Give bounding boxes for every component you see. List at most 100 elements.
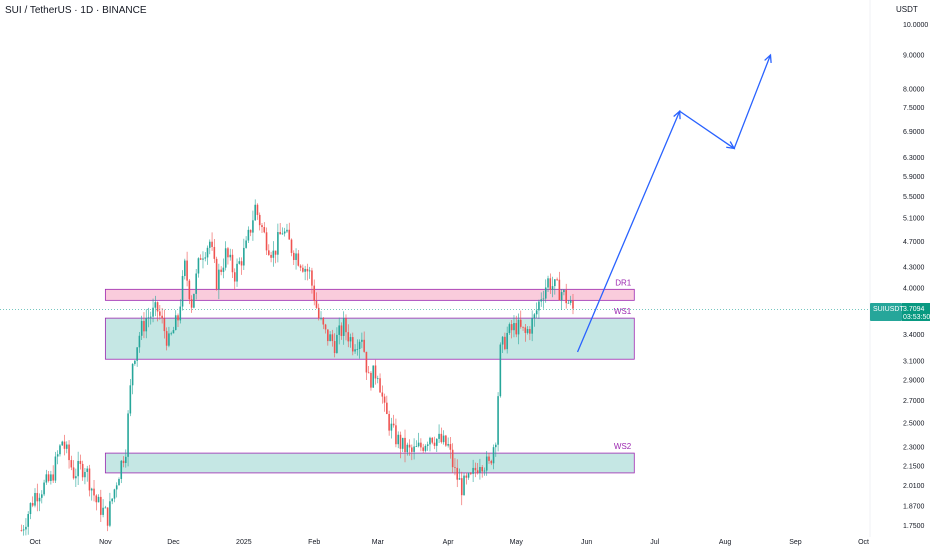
projection-path	[576, 54, 772, 353]
candle-body	[345, 318, 347, 333]
candle-body	[54, 456, 57, 481]
x-tick-label: Mar	[372, 539, 385, 546]
candle-body	[472, 467, 474, 474]
price-axis[interactable]: 10.0000 9.0000 8.0000 7.5000 6.9000 6.3000 5.9…	[903, 22, 928, 530]
candle-body	[227, 248, 229, 258]
candle-body	[476, 470, 479, 473]
zone-ws1	[104, 317, 635, 360]
candle-body	[565, 290, 567, 304]
candle-body	[327, 329, 329, 342]
candle-body	[422, 447, 424, 451]
candle-body	[52, 474, 54, 481]
candle-body	[329, 334, 331, 342]
candle-body	[84, 471, 86, 478]
projection-layer	[576, 53, 772, 353]
candle-body	[143, 321, 145, 332]
candle-body	[417, 442, 420, 447]
candle-body	[445, 435, 447, 446]
candle-body	[127, 413, 129, 457]
y-tick-label: 5.9000	[903, 174, 925, 181]
candle-body	[75, 476, 77, 479]
candle-body	[131, 363, 134, 386]
candle-body	[465, 475, 468, 478]
candle-body	[136, 347, 138, 361]
candle-body	[286, 229, 288, 232]
candle-body	[140, 321, 143, 336]
y-tick-label: 5.1000	[903, 216, 925, 223]
candle-body	[458, 478, 461, 480]
candle-body	[347, 332, 350, 342]
candle-body	[50, 474, 52, 481]
projection-arrowhead	[673, 109, 681, 120]
candle-body	[174, 315, 177, 331]
candle-body	[186, 260, 188, 281]
candle-body	[29, 503, 32, 515]
symbol-title: SUI / TetherUS · 1D · BINANCE	[5, 5, 147, 16]
y-tick-label: 5.5000	[903, 194, 925, 201]
candle-body	[542, 298, 545, 300]
y-tick-label: 8.0000	[903, 86, 925, 93]
candle-body	[204, 257, 207, 259]
candle-body	[411, 447, 413, 452]
candle-body	[340, 325, 343, 336]
candle-body	[238, 261, 241, 264]
candle-body	[290, 239, 293, 253]
candle-body	[104, 507, 107, 509]
candle-body	[145, 318, 148, 332]
candle-body	[56, 454, 59, 457]
candle-body	[68, 444, 70, 461]
candle-body	[338, 325, 340, 335]
candle-body	[454, 467, 456, 468]
candle-body	[188, 280, 191, 300]
candle-body	[361, 339, 363, 342]
candle-body	[134, 360, 136, 364]
candle-body	[256, 204, 259, 215]
candle-body	[36, 492, 39, 502]
candle-body	[420, 442, 422, 448]
candle-body	[63, 441, 66, 449]
y-tick-label: 1.7500	[903, 523, 925, 530]
candle-body	[181, 276, 184, 307]
candle-body	[431, 437, 434, 443]
x-tick-label: 2025	[236, 539, 252, 546]
candle-body	[463, 475, 465, 496]
candle-body	[258, 214, 261, 226]
candle-body	[190, 299, 193, 308]
candle-body	[526, 329, 529, 333]
candle-body	[90, 488, 93, 491]
candle-body	[433, 442, 436, 446]
projection-arrowhead	[726, 141, 736, 150]
y-tick-label: 3.4000	[903, 332, 925, 339]
candle-body	[170, 333, 172, 335]
candle-body	[392, 423, 395, 426]
candle-body	[125, 456, 127, 464]
candle-body	[161, 315, 163, 319]
candle-body	[152, 307, 154, 317]
candle-body	[236, 263, 238, 282]
candle-body	[163, 318, 166, 332]
candle-body	[297, 253, 300, 266]
candle-body	[270, 254, 272, 258]
candle-body	[79, 460, 82, 464]
candle-body	[149, 316, 152, 318]
badge-countdown: 03:53:50	[903, 314, 930, 321]
candle-body	[115, 485, 118, 490]
candle-body	[281, 233, 284, 235]
candle-body	[95, 495, 98, 503]
candle-body	[449, 444, 452, 450]
candle-body	[299, 265, 302, 268]
x-tick-label: Dec	[167, 539, 180, 546]
candle-body	[292, 252, 295, 260]
candle-body	[397, 434, 399, 445]
candle-body	[356, 348, 359, 350]
candle-body	[460, 478, 463, 496]
candle-body	[331, 334, 334, 342]
time-axis[interactable]: Oct Nov Dec 2025 Feb Mar Apr May Jun Jul Aug Sep Oct	[30, 539, 869, 546]
y-tick-label: 4.0000	[903, 285, 925, 292]
candle-body	[374, 365, 377, 379]
candle-body	[311, 270, 313, 286]
candle-body	[249, 229, 252, 233]
candle-body	[272, 250, 275, 258]
